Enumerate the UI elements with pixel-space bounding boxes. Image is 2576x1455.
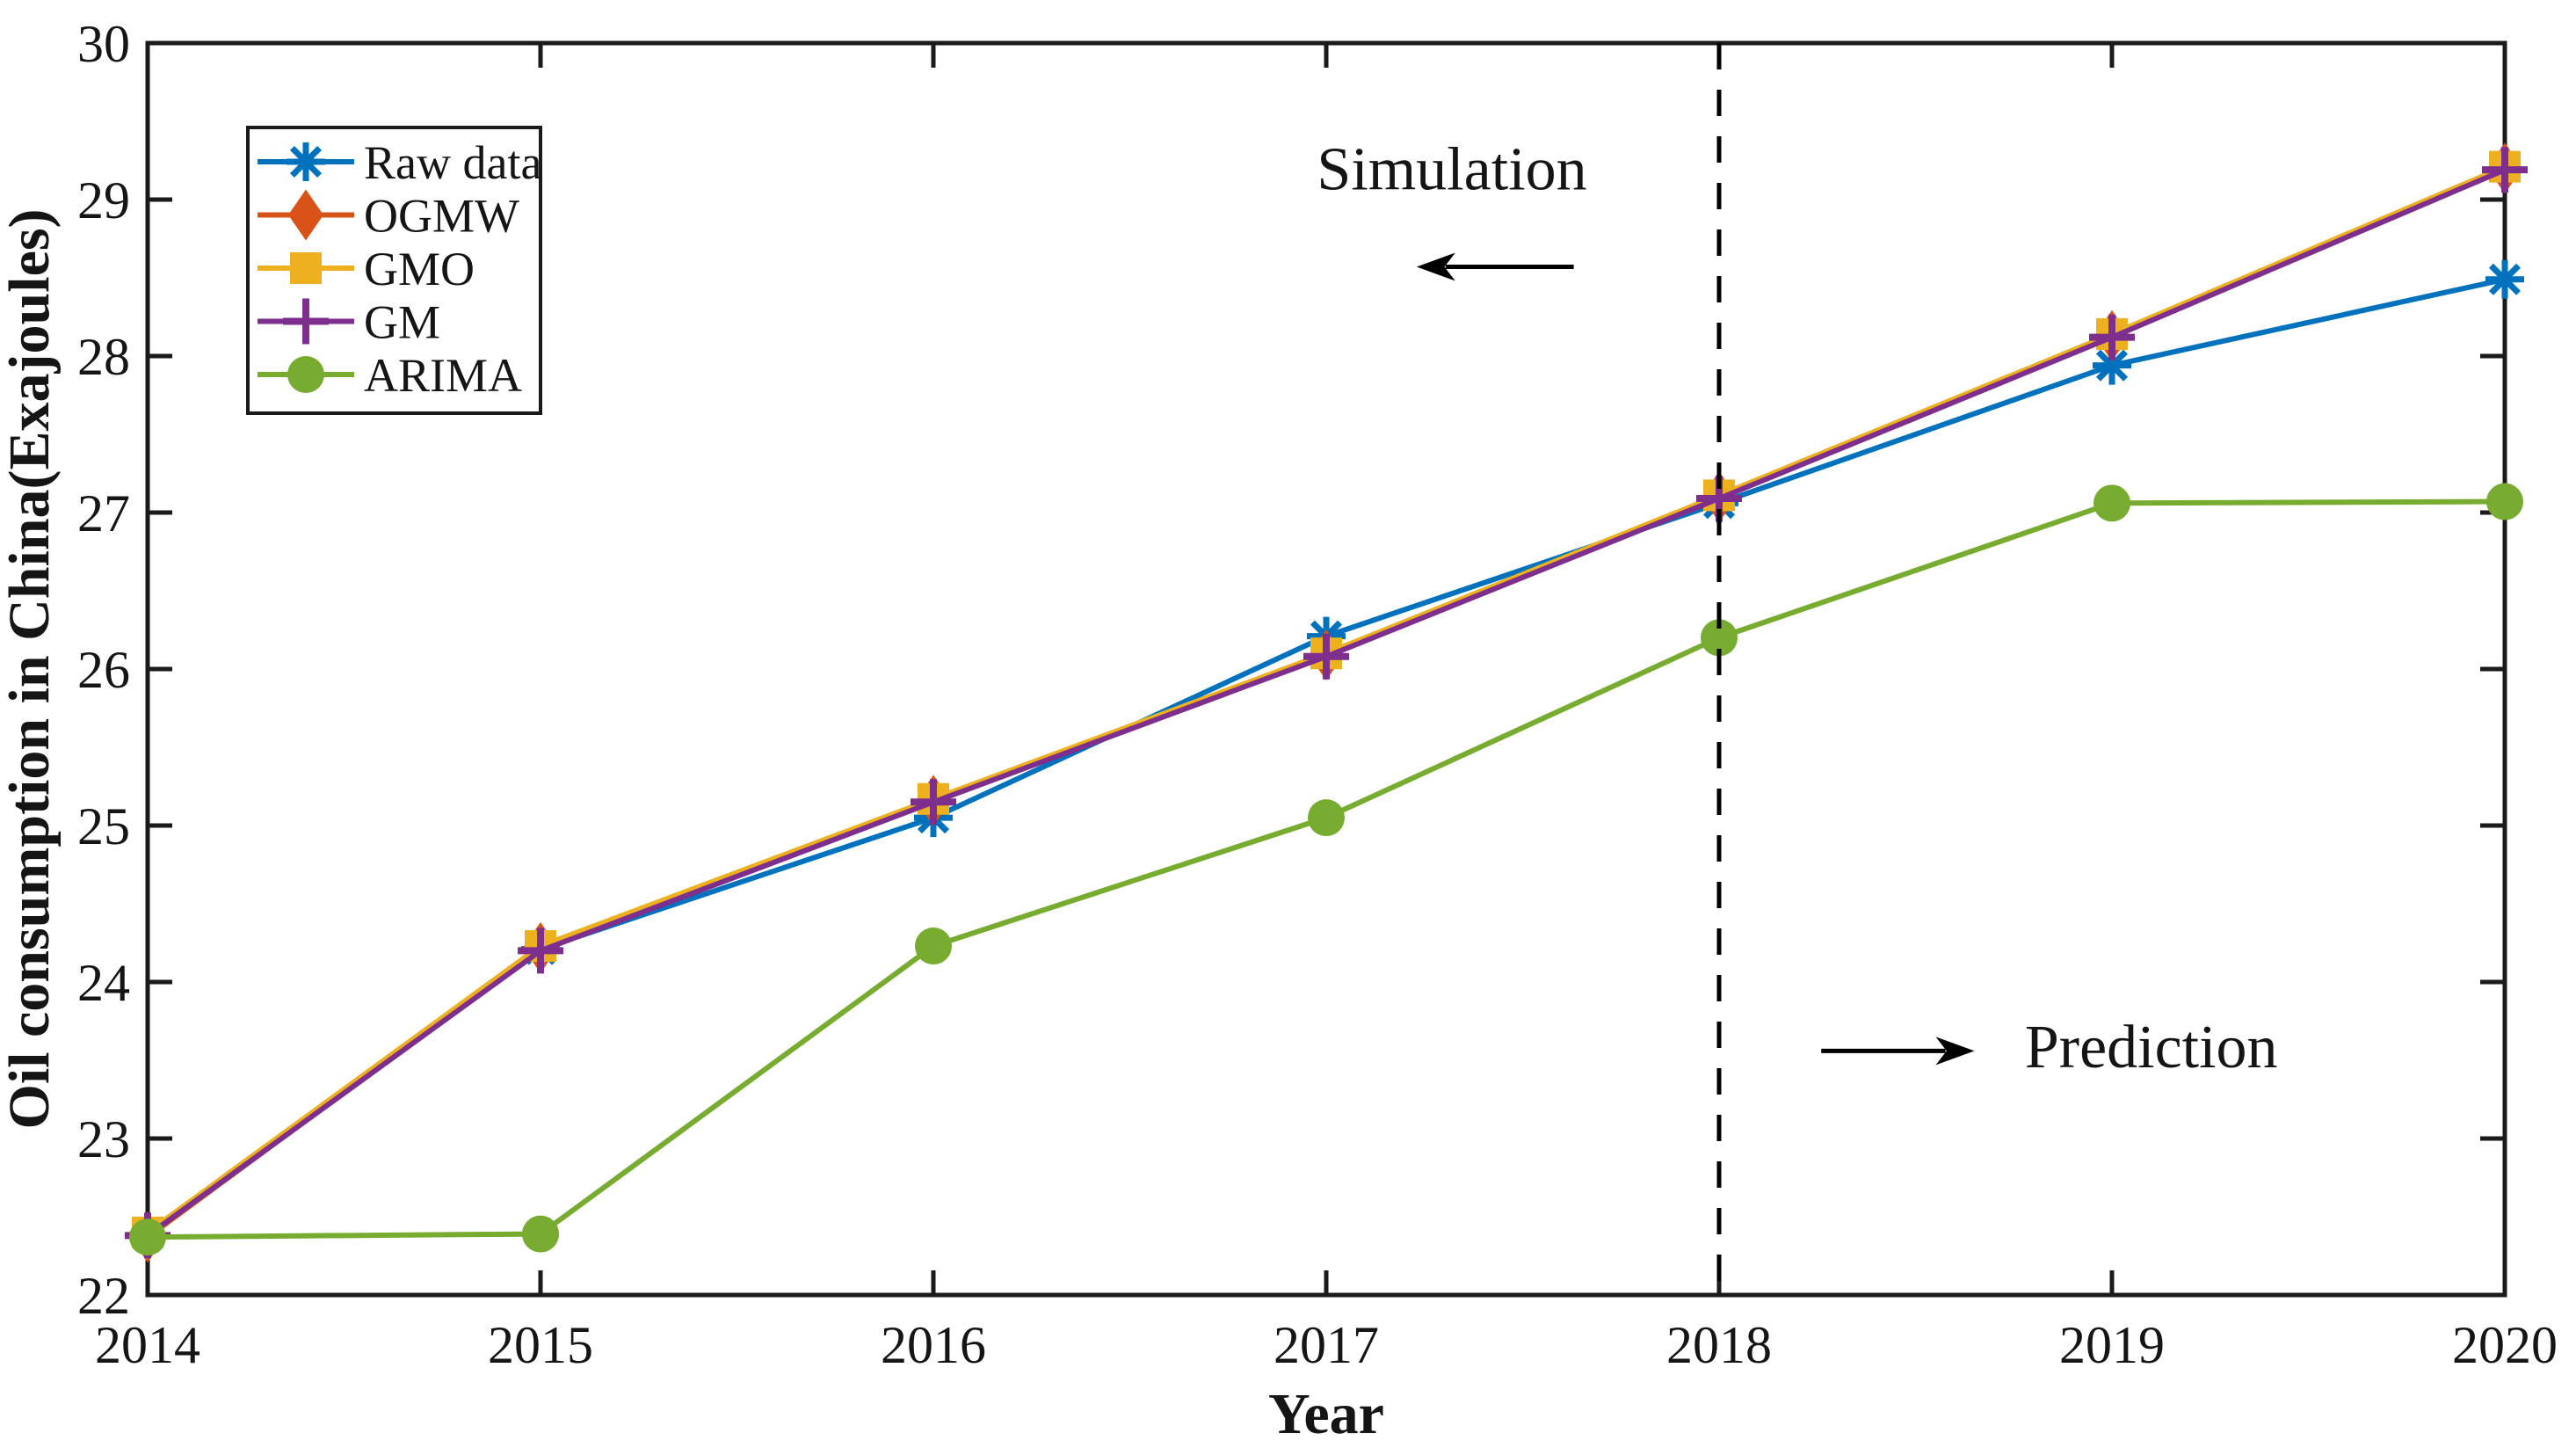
data-point-gm-2015 — [518, 928, 563, 974]
y-axis-tick-labels: 22 23 24 25 26 27 28 29 30 — [77, 15, 130, 1325]
data-point-arima-2018 — [1701, 619, 1738, 657]
data-point-gm-2017 — [1303, 633, 1349, 680]
prediction-arrow — [1821, 1037, 1975, 1066]
legend-item-gmo: GMO — [258, 243, 475, 295]
y-axis-ticks — [148, 40, 2505, 1298]
x-tick-label: 2016 — [881, 1316, 986, 1374]
legend-marker-square — [290, 252, 322, 284]
data-point-gm-2019 — [2089, 314, 2135, 360]
y-tick-label: 26 — [77, 641, 130, 699]
legend-label-raw-data: Raw data — [364, 136, 541, 189]
x-tick-label: 2017 — [1273, 1316, 1379, 1374]
legend-label-gm: GM — [364, 296, 440, 349]
legend-label-ogmw: OGMW — [364, 190, 519, 243]
data-point-arima-2016 — [915, 928, 952, 965]
legend-item-gm: GM — [258, 296, 440, 349]
legend-item-raw-data: Raw data — [258, 136, 541, 189]
data-point-arima-2015 — [522, 1215, 559, 1253]
series-arima — [129, 483, 2523, 1256]
arrow-head-right — [1935, 1037, 1975, 1066]
x-axis-label: Year — [1268, 1382, 1384, 1446]
data-point-raw-data-2020 — [2485, 259, 2524, 299]
data-point-gm-2020 — [2482, 147, 2528, 193]
data-point-arima-2020 — [2486, 483, 2523, 520]
legend-label-gmo: GMO — [364, 243, 475, 295]
legend-item-ogmw: OGMW — [258, 189, 519, 243]
x-tick-label: 2015 — [488, 1316, 593, 1374]
annotation-prediction: Prediction — [2025, 1014, 2278, 1081]
x-axis-tick-labels: 2014 2015 2016 2017 2018 2019 2020 — [95, 1316, 2558, 1374]
y-tick-label: 24 — [77, 954, 130, 1012]
data-point-arima-2014 — [129, 1219, 166, 1256]
data-point-arima-2019 — [2093, 484, 2130, 522]
legend-label-arima: ARIMA — [364, 349, 522, 402]
legend-marker-circle — [287, 356, 324, 393]
y-tick-label: 28 — [77, 328, 130, 386]
legend-marker-asterisk — [287, 142, 325, 181]
data-point-gm-2016 — [911, 779, 956, 826]
x-tick-label: 2019 — [2059, 1316, 2165, 1374]
y-tick-label: 23 — [77, 1110, 130, 1168]
simulation-arrow — [1416, 252, 1574, 281]
legend-marker-plus — [283, 298, 329, 345]
axes: 2014 2015 2016 2017 2018 2019 2020 22 23 24 25 26 27… — [77, 15, 2558, 1374]
series-line-raw-data — [145, 276, 2507, 1239]
x-tick-label: 2014 — [95, 1316, 200, 1374]
data-point-arima-2017 — [1308, 799, 1345, 837]
y-tick-label: 22 — [77, 1267, 130, 1325]
series-line-arima — [145, 498, 2507, 1240]
y-tick-label: 29 — [77, 171, 130, 229]
y-axis-label: Oil consumption in China(Exajoules) — [0, 208, 62, 1129]
x-tick-label: 2020 — [2452, 1316, 2558, 1374]
y-tick-label: 30 — [77, 15, 130, 73]
annotation-simulation: Simulation — [1317, 135, 1586, 203]
x-tick-label: 2018 — [1666, 1316, 1772, 1374]
y-tick-label: 25 — [77, 797, 130, 855]
arrow-head-left — [1416, 252, 1455, 281]
legend-item-arima: ARIMA — [258, 349, 522, 402]
y-tick-label: 27 — [77, 484, 130, 542]
legend-marker-diamond — [288, 189, 323, 241]
